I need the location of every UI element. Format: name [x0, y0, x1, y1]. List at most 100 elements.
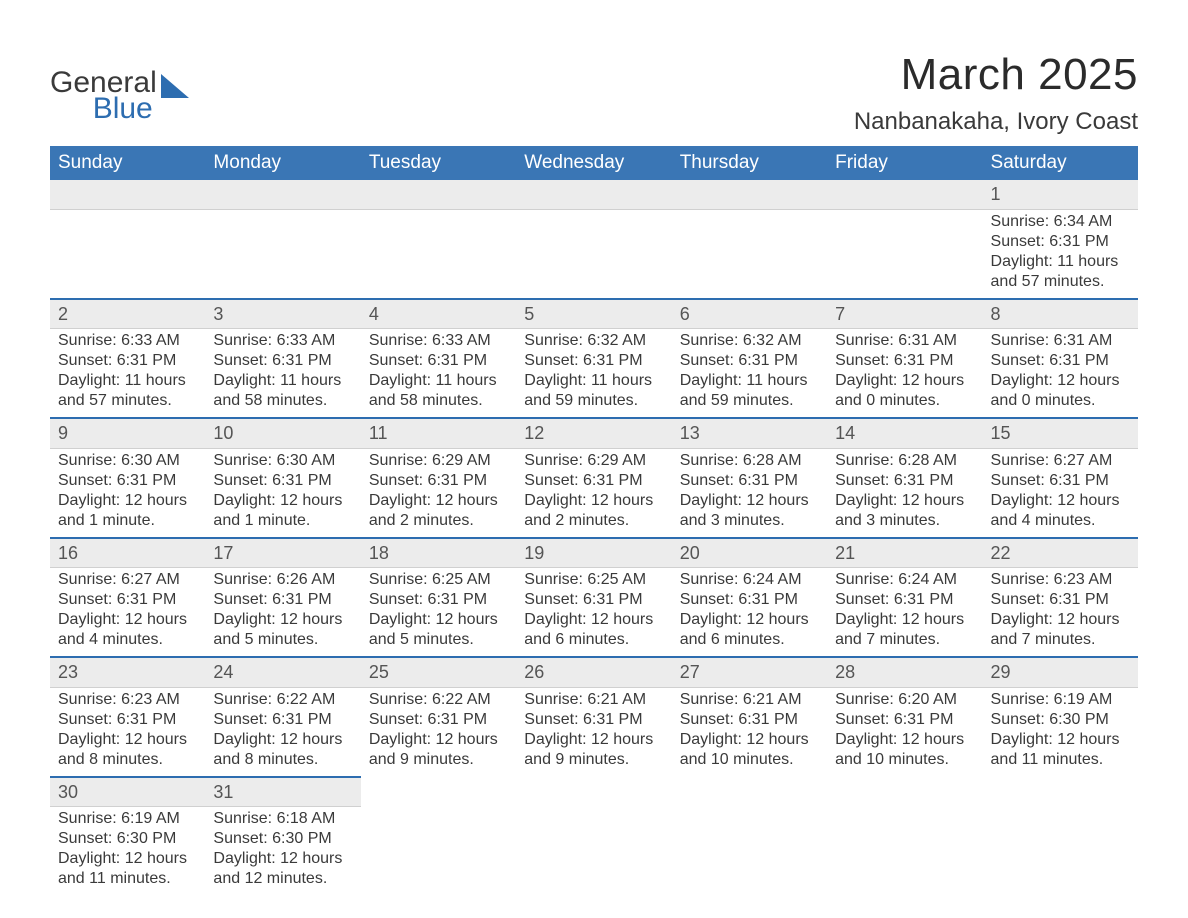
- sunrise-line: Sunrise: 6:30 AM: [213, 451, 352, 471]
- sunset-line: Sunset: 6:31 PM: [991, 590, 1130, 610]
- sunset-line: Sunset: 6:31 PM: [213, 471, 352, 491]
- day-data-cell: Sunrise: 6:25 AMSunset: 6:31 PMDaylight:…: [361, 568, 516, 658]
- sunrise-line: Sunrise: 6:23 AM: [58, 690, 197, 710]
- day-data-cell: [983, 807, 1138, 896]
- day-of-week-row: SundayMondayTuesdayWednesdayThursdayFrid…: [50, 146, 1138, 180]
- day-data-cell: Sunrise: 6:34 AMSunset: 6:31 PMDaylight:…: [983, 209, 1138, 299]
- day-number-cell: [361, 180, 516, 209]
- sunset-line: Sunset: 6:31 PM: [835, 710, 974, 730]
- day-data-cell: [205, 209, 360, 299]
- sunrise-line: Sunrise: 6:28 AM: [680, 451, 819, 471]
- day-number-cell: 21: [827, 538, 982, 568]
- sunset-line: Sunset: 6:31 PM: [991, 471, 1130, 491]
- calendar-head: SundayMondayTuesdayWednesdayThursdayFrid…: [50, 146, 1138, 180]
- logo: General Blue: [50, 68, 189, 124]
- day-data-cell: Sunrise: 6:30 AMSunset: 6:31 PMDaylight:…: [205, 448, 360, 538]
- day-number-cell: 29: [983, 657, 1138, 687]
- day-number-row: 23242526272829: [50, 657, 1138, 687]
- day-data-cell: Sunrise: 6:28 AMSunset: 6:31 PMDaylight:…: [827, 448, 982, 538]
- day-number-cell: 7: [827, 299, 982, 329]
- sunset-line: Sunset: 6:31 PM: [524, 590, 663, 610]
- day-number-cell: 20: [672, 538, 827, 568]
- daylight-line: Daylight: 11 hours and 59 minutes.: [680, 371, 819, 411]
- day-number-cell: [672, 777, 827, 807]
- sunset-line: Sunset: 6:31 PM: [835, 351, 974, 371]
- sunrise-line: Sunrise: 6:32 AM: [524, 331, 663, 351]
- sunrise-line: Sunrise: 6:27 AM: [991, 451, 1130, 471]
- sunrise-line: Sunrise: 6:19 AM: [58, 809, 197, 829]
- day-number-cell: 14: [827, 418, 982, 448]
- day-data-cell: Sunrise: 6:20 AMSunset: 6:31 PMDaylight:…: [827, 687, 982, 777]
- day-data-cell: Sunrise: 6:33 AMSunset: 6:31 PMDaylight:…: [50, 329, 205, 419]
- sunrise-line: Sunrise: 6:21 AM: [524, 690, 663, 710]
- sunrise-line: Sunrise: 6:24 AM: [680, 570, 819, 590]
- title-block: March 2025 Nanbanakaha, Ivory Coast: [854, 50, 1138, 136]
- sunset-line: Sunset: 6:31 PM: [524, 471, 663, 491]
- day-data-row: Sunrise: 6:34 AMSunset: 6:31 PMDaylight:…: [50, 209, 1138, 299]
- sunrise-line: Sunrise: 6:33 AM: [213, 331, 352, 351]
- sunrise-line: Sunrise: 6:23 AM: [991, 570, 1130, 590]
- day-number-cell: [516, 180, 671, 209]
- day-number-cell: [361, 777, 516, 807]
- day-data-cell: Sunrise: 6:33 AMSunset: 6:31 PMDaylight:…: [361, 329, 516, 419]
- day-number-cell: [827, 180, 982, 209]
- day-header: Tuesday: [361, 146, 516, 180]
- day-number-cell: 11: [361, 418, 516, 448]
- day-data-cell: [672, 209, 827, 299]
- day-header: Wednesday: [516, 146, 671, 180]
- sunrise-line: Sunrise: 6:25 AM: [524, 570, 663, 590]
- page-subtitle: Nanbanakaha, Ivory Coast: [854, 108, 1138, 136]
- header: General Blue March 2025 Nanbanakaha, Ivo…: [50, 50, 1138, 136]
- sunrise-line: Sunrise: 6:19 AM: [991, 690, 1130, 710]
- calendar-body: 1Sunrise: 6:34 AMSunset: 6:31 PMDaylight…: [50, 180, 1138, 895]
- day-data-cell: [50, 209, 205, 299]
- day-data-cell: Sunrise: 6:26 AMSunset: 6:31 PMDaylight:…: [205, 568, 360, 658]
- sunset-line: Sunset: 6:31 PM: [680, 710, 819, 730]
- day-data-row: Sunrise: 6:27 AMSunset: 6:31 PMDaylight:…: [50, 568, 1138, 658]
- sunset-line: Sunset: 6:31 PM: [58, 710, 197, 730]
- daylight-line: Daylight: 12 hours and 10 minutes.: [680, 730, 819, 770]
- day-data-cell: [672, 807, 827, 896]
- day-data-cell: Sunrise: 6:31 AMSunset: 6:31 PMDaylight:…: [983, 329, 1138, 419]
- day-data-cell: Sunrise: 6:19 AMSunset: 6:30 PMDaylight:…: [50, 807, 205, 896]
- daylight-line: Daylight: 12 hours and 3 minutes.: [835, 491, 974, 531]
- day-data-row: Sunrise: 6:33 AMSunset: 6:31 PMDaylight:…: [50, 329, 1138, 419]
- day-data-cell: Sunrise: 6:30 AMSunset: 6:31 PMDaylight:…: [50, 448, 205, 538]
- sunset-line: Sunset: 6:31 PM: [58, 351, 197, 371]
- daylight-line: Daylight: 12 hours and 1 minute.: [213, 491, 352, 531]
- sunset-line: Sunset: 6:31 PM: [680, 351, 819, 371]
- sunrise-line: Sunrise: 6:33 AM: [58, 331, 197, 351]
- sunset-line: Sunset: 6:31 PM: [835, 590, 974, 610]
- day-header: Thursday: [672, 146, 827, 180]
- day-data-cell: Sunrise: 6:21 AMSunset: 6:31 PMDaylight:…: [516, 687, 671, 777]
- daylight-line: Daylight: 12 hours and 5 minutes.: [369, 610, 508, 650]
- sunrise-line: Sunrise: 6:21 AM: [680, 690, 819, 710]
- day-data-cell: Sunrise: 6:29 AMSunset: 6:31 PMDaylight:…: [516, 448, 671, 538]
- day-data-cell: Sunrise: 6:32 AMSunset: 6:31 PMDaylight:…: [516, 329, 671, 419]
- daylight-line: Daylight: 12 hours and 0 minutes.: [835, 371, 974, 411]
- daylight-line: Daylight: 12 hours and 11 minutes.: [58, 849, 197, 889]
- logo-triangle-icon: [161, 74, 189, 98]
- daylight-line: Daylight: 12 hours and 5 minutes.: [213, 610, 352, 650]
- day-header: Saturday: [983, 146, 1138, 180]
- day-data-cell: Sunrise: 6:18 AMSunset: 6:30 PMDaylight:…: [205, 807, 360, 896]
- daylight-line: Daylight: 12 hours and 10 minutes.: [835, 730, 974, 770]
- daylight-line: Daylight: 12 hours and 2 minutes.: [369, 491, 508, 531]
- day-header: Monday: [205, 146, 360, 180]
- day-data-cell: Sunrise: 6:27 AMSunset: 6:31 PMDaylight:…: [50, 568, 205, 658]
- day-number-cell: 18: [361, 538, 516, 568]
- day-data-cell: [361, 807, 516, 896]
- day-number-row: 1: [50, 180, 1138, 209]
- sunset-line: Sunset: 6:31 PM: [213, 590, 352, 610]
- day-number-row: 9101112131415: [50, 418, 1138, 448]
- day-data-cell: Sunrise: 6:23 AMSunset: 6:31 PMDaylight:…: [50, 687, 205, 777]
- day-data-cell: Sunrise: 6:29 AMSunset: 6:31 PMDaylight:…: [361, 448, 516, 538]
- day-data-cell: Sunrise: 6:33 AMSunset: 6:31 PMDaylight:…: [205, 329, 360, 419]
- sunrise-line: Sunrise: 6:31 AM: [835, 331, 974, 351]
- daylight-line: Daylight: 12 hours and 2 minutes.: [524, 491, 663, 531]
- sunset-line: Sunset: 6:30 PM: [58, 829, 197, 849]
- day-number-cell: 23: [50, 657, 205, 687]
- sunrise-line: Sunrise: 6:26 AM: [213, 570, 352, 590]
- day-number-cell: 9: [50, 418, 205, 448]
- daylight-line: Daylight: 12 hours and 9 minutes.: [524, 730, 663, 770]
